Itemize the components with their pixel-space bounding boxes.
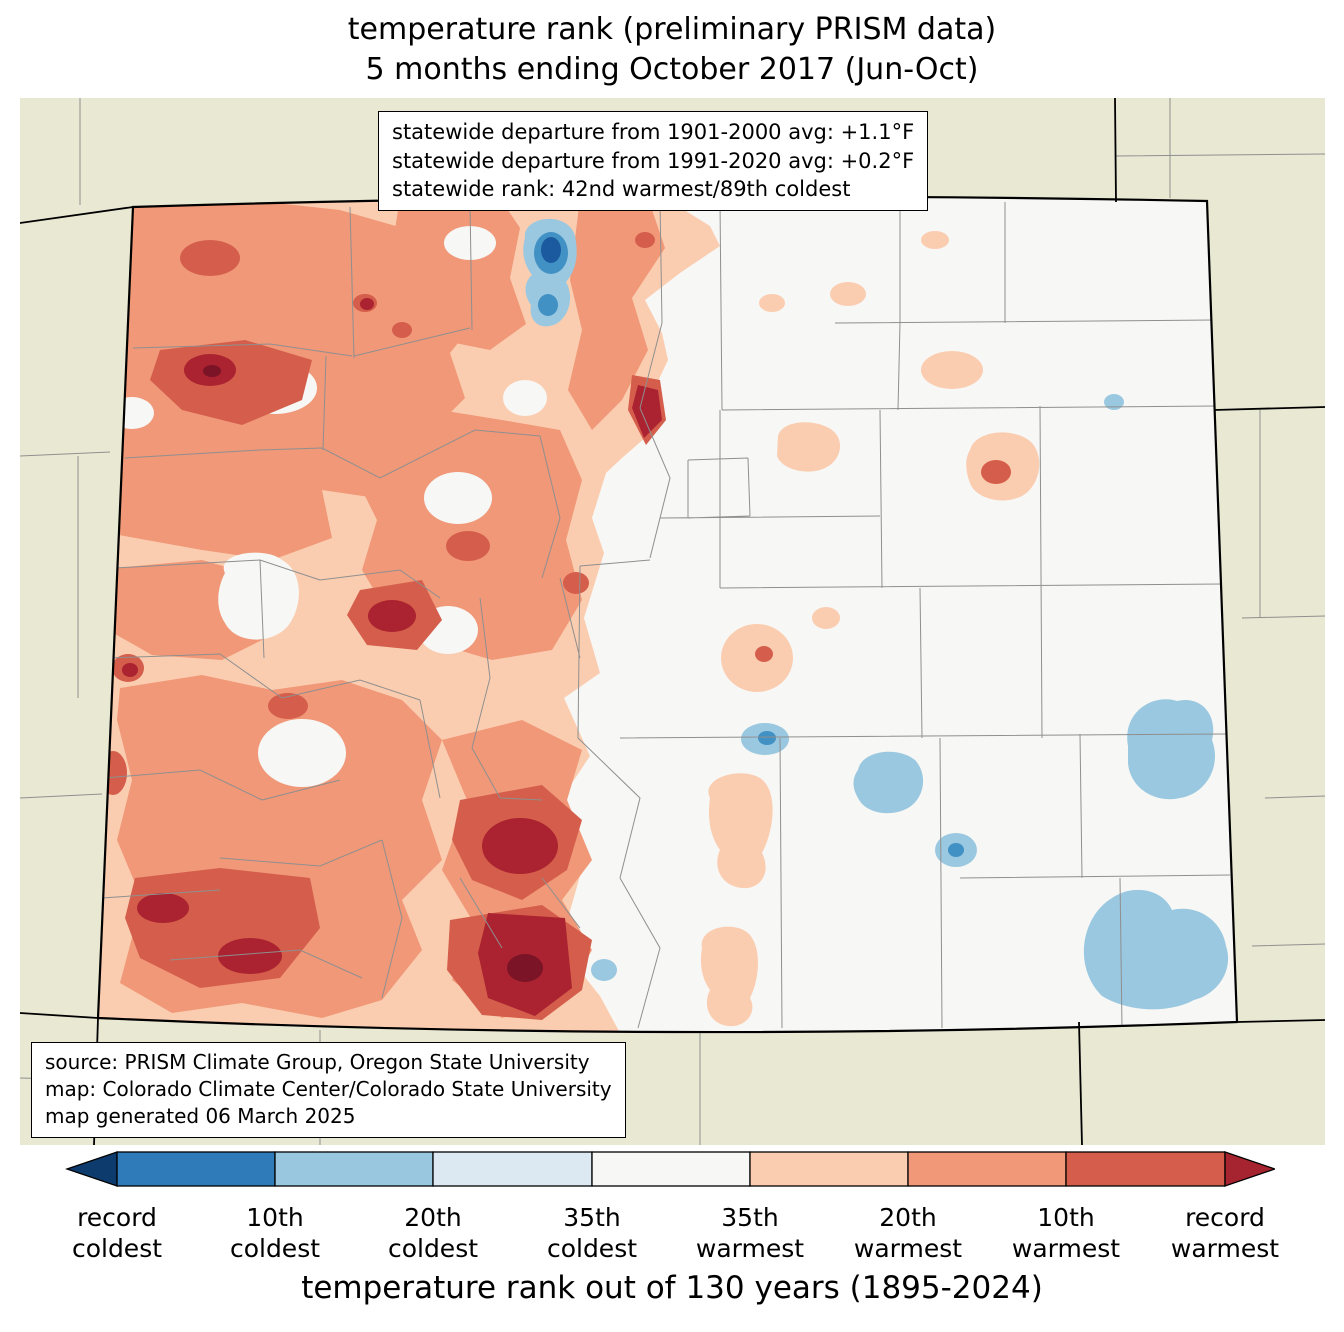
stats-box: statewide departure from 1901-2000 avg: … — [378, 111, 929, 211]
map-canvas — [20, 98, 1325, 1145]
colorbar-seg-35th-coldest — [432, 1151, 593, 1187]
stats-line-1: statewide departure from 1901-2000 avg: … — [392, 120, 915, 144]
colorbar-caption: temperature rank out of 130 years (1895-… — [301, 1270, 1043, 1306]
colorado-temperature-rank-map: statewide departure from 1901-2000 avg: … — [20, 98, 1325, 1145]
title-line-2: 5 months ending October 2017 (Jun-Oct) — [365, 51, 979, 87]
legend-label-record-warmest: record warmest — [1170, 1203, 1280, 1263]
legend-label-20th-warmest: 20th warmest — [853, 1203, 963, 1263]
source-box: source: PRISM Climate Group, Oregon Stat… — [31, 1042, 626, 1138]
colorbar-seg-neutral — [591, 1151, 751, 1187]
colorbar-arrow-record-warmest — [1224, 1151, 1275, 1187]
stats-line-3: statewide rank: 42nd warmest/89th coldes… — [392, 177, 851, 202]
legend-label-10th-coldest: 10th coldest — [229, 1203, 321, 1263]
colorbar-arrow-record-coldest — [65, 1151, 118, 1187]
legend-label-record-coldest: record coldest — [71, 1203, 163, 1263]
colorbar-seg-35th-warmest — [749, 1151, 909, 1187]
chart-title: temperature rank (preliminary PRISM data… — [0, 10, 1344, 89]
colorbar-seg-20th-warmest — [907, 1151, 1067, 1187]
colorbar-seg-10th-warmest — [1065, 1151, 1226, 1187]
colorbar-seg-20th-coldest — [274, 1151, 434, 1187]
title-line-1: temperature rank (preliminary PRISM data… — [347, 12, 997, 47]
legend-label-35th-coldest: 35th coldest — [546, 1203, 638, 1263]
colorbar — [65, 1151, 1275, 1187]
source-line-1: source: PRISM Climate Group, Oregon Stat… — [45, 1050, 590, 1074]
legend-label-10th-warmest: 10th warmest — [1011, 1203, 1121, 1263]
source-line-2: map: Colorado Climate Center/Colorado St… — [45, 1077, 612, 1102]
county-lines — [101, 201, 1231, 1029]
legend-label-20th-coldest: 20th coldest — [387, 1203, 479, 1263]
source-line-3: map generated 06 March 2025 — [45, 1104, 356, 1129]
stats-line-2: statewide departure from 1991-2020 avg: … — [392, 148, 915, 173]
rank-color-fields — [98, 198, 1231, 1033]
colorbar-seg-10th-coldest — [116, 1151, 276, 1187]
legend-label-35th-warmest: 35th warmest — [695, 1203, 805, 1263]
